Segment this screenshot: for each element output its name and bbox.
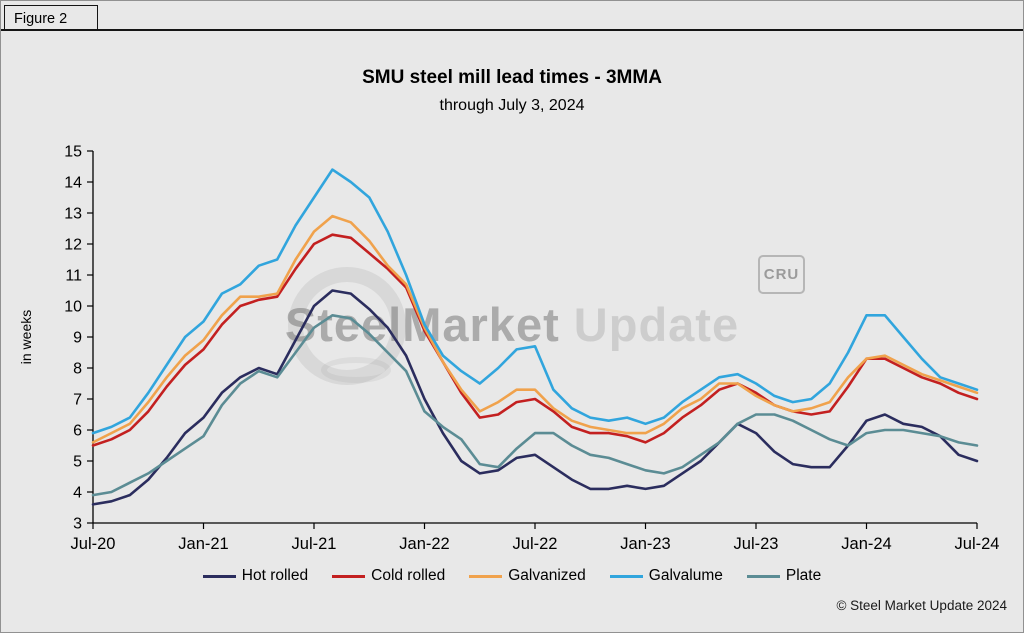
- chart-subtitle: through July 3, 2024: [439, 97, 585, 114]
- x-tick-label: Jul-23: [734, 535, 779, 553]
- x-tick-label: Jul-20: [71, 535, 116, 553]
- figure-label: Figure 2: [4, 5, 98, 31]
- y-tick-label: 14: [64, 175, 82, 192]
- y-tick-label: 10: [64, 299, 82, 316]
- y-tick-label: 5: [73, 454, 82, 471]
- series-cold-rolled: [91, 233, 979, 447]
- x-tick-label: Jul-22: [513, 535, 558, 553]
- y-tick-label: 12: [64, 237, 82, 254]
- x-tick-label: Jul-24: [955, 535, 1000, 553]
- legend-item-plate: Plate: [746, 567, 822, 585]
- legend-item-cold-rolled: Cold rolled: [332, 567, 445, 585]
- y-tick-label: 8: [73, 361, 82, 378]
- watermark-brand-light: Update: [559, 298, 740, 351]
- legend-label: Plate: [785, 567, 822, 584]
- legend-swatch-cold-rolled: [332, 574, 366, 578]
- chart-title: SMU steel mill lead times - 3MMA: [362, 67, 662, 88]
- y-axis-title: in weeks: [18, 310, 34, 364]
- copyright-notice: © Steel Market Update 2024: [836, 598, 1007, 613]
- x-tick-label: Jan-21: [178, 535, 228, 553]
- series-galvalume: [91, 168, 979, 435]
- y-tick-label: 7: [73, 392, 82, 409]
- chart-legend: Hot rolled Cold rolled Galvanized Galvalume…: [1, 567, 1023, 585]
- legend-swatch-hot-rolled: [202, 574, 236, 578]
- y-tick-label: 9: [73, 330, 82, 347]
- cru-logo: CRU: [758, 255, 805, 294]
- legend-swatch-galvanized: [469, 574, 503, 578]
- watermark-logo-swoosh: [321, 357, 391, 383]
- series-galvanized: [91, 214, 979, 444]
- legend-label: Hot rolled: [241, 567, 309, 584]
- x-tick-label: Jan-22: [399, 535, 449, 553]
- watermark-brand: SteelMarket Update: [1, 297, 1023, 352]
- x-tick-label: Jan-24: [841, 535, 891, 553]
- legend-item-hot-rolled: Hot rolled: [202, 567, 309, 585]
- legend-swatch-galvalume: [609, 574, 643, 578]
- y-tick-label: 3: [73, 516, 82, 533]
- legend-item-galvanized: Galvanized: [469, 567, 586, 585]
- y-tick-label: 13: [64, 206, 82, 223]
- y-tick-label: 11: [65, 268, 82, 285]
- y-tick-label: 6: [73, 423, 82, 440]
- legend-label: Galvalume: [648, 567, 723, 584]
- legend-item-galvalume: Galvalume: [609, 567, 723, 585]
- x-tick-label: Jan-23: [620, 535, 670, 553]
- legend-label: Galvanized: [508, 567, 586, 584]
- figure-header: Figure 2: [1, 1, 1023, 31]
- legend-label: Cold rolled: [371, 567, 446, 584]
- series-plate: [91, 314, 979, 497]
- y-tick-label: 4: [73, 485, 82, 502]
- lead-times-line-chart: 3 4 5 6 7 8 9 10 11 12 13 14 15 Jul-20 Jan-21 Jul-21 Jan…: [18, 144, 1000, 554]
- legend-swatch-plate: [746, 574, 780, 578]
- x-tick-label: Jul-21: [292, 535, 337, 553]
- y-tick-label: 15: [64, 144, 82, 161]
- series-hot-rolled: [91, 289, 979, 506]
